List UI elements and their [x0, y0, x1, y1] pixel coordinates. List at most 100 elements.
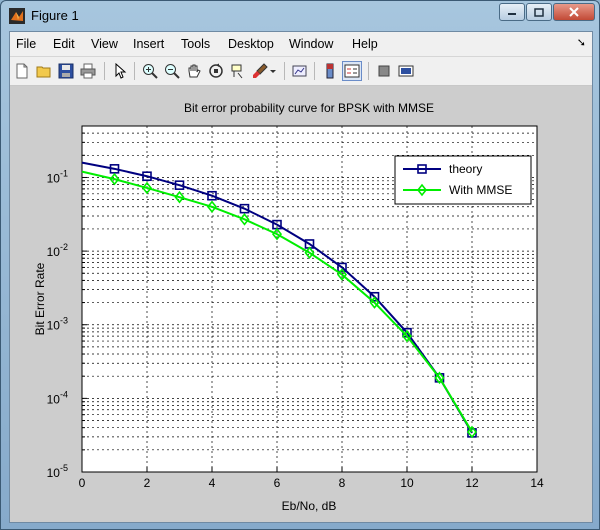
close-icon — [569, 7, 579, 17]
new-figure-icon — [16, 63, 28, 79]
maximize-icon — [534, 7, 544, 17]
menu-view[interactable]: View — [91, 37, 118, 51]
rotate-3d-button[interactable] — [206, 61, 226, 81]
pan-button[interactable] — [184, 61, 204, 81]
figure-client-area: File Edit View Insert Tools Desktop Wind… — [9, 31, 593, 523]
zoom-out-button[interactable] — [162, 61, 182, 81]
y-tick-label: 10-1 — [47, 168, 68, 185]
y-tick-label: 10-4 — [47, 389, 68, 406]
legend-marker — [416, 183, 428, 197]
x-tick-label: 8 — [339, 476, 346, 490]
menu-help[interactable]: Help — [352, 37, 378, 51]
y-tick-exponent: -1 — [60, 168, 68, 178]
minimize-button[interactable] — [499, 3, 525, 21]
legend[interactable]: theory With MMSE — [394, 155, 532, 205]
print-figure-icon — [80, 63, 96, 79]
title-bar[interactable]: Figure 1 — [1, 1, 599, 31]
menu-file[interactable]: File — [16, 37, 37, 51]
series-group — [81, 161, 478, 439]
data-point — [174, 190, 185, 204]
link-plot-button[interactable] — [290, 61, 310, 81]
edit-plot-button[interactable] — [110, 61, 130, 81]
data-point — [239, 203, 250, 214]
y-tick-exponent: -4 — [60, 389, 68, 399]
toolbar-separator — [368, 62, 369, 80]
y-tick-base: 10 — [47, 171, 61, 185]
brush-dropdown[interactable] — [268, 61, 278, 81]
data-point — [336, 268, 348, 281]
data-point — [434, 371, 445, 385]
x-tick-label: 10 — [400, 476, 414, 490]
x-tick-label: 4 — [209, 476, 216, 490]
data-point — [271, 227, 283, 241]
data-point — [206, 200, 218, 214]
edit-plot-icon — [115, 63, 127, 79]
menu-desktop[interactable]: Desktop — [228, 37, 274, 51]
menu-edit[interactable]: Edit — [53, 37, 75, 51]
data-point — [466, 425, 478, 439]
dock-arrow-icon[interactable]: ➘ — [576, 37, 586, 49]
data-point — [207, 190, 217, 201]
hide-plot-tools-button[interactable] — [374, 61, 394, 81]
grid-lines — [82, 126, 537, 472]
figure-canvas: Bit error probability curve for BPSK wit… — [10, 86, 592, 522]
data-cursor-icon — [231, 64, 243, 79]
show-plot-tools-icon — [398, 65, 414, 77]
close-button[interactable] — [553, 3, 595, 21]
data-point — [109, 172, 120, 186]
hide-plot-tools-icon — [378, 65, 390, 77]
open-file-icon — [36, 66, 51, 78]
legend-marker — [417, 164, 427, 174]
data-point — [141, 181, 153, 195]
legend-box — [394, 155, 532, 205]
toolbar-separator — [314, 62, 315, 80]
y-tick-base: 10 — [47, 319, 61, 333]
zoom-in-icon — [143, 64, 158, 79]
legend-label: With MMSE — [449, 183, 512, 197]
brush-button[interactable] — [250, 61, 270, 81]
brush-icon — [253, 63, 268, 78]
data-point — [401, 329, 413, 343]
x-tick-label: 6 — [274, 476, 281, 490]
pan-icon — [188, 64, 201, 78]
ber-chart: Bit error probability curve for BPSK wit… — [33, 101, 544, 513]
matlab-logo-icon — [9, 8, 25, 24]
y-tick-base: 10 — [47, 392, 61, 406]
toolbar-separator — [104, 62, 105, 80]
link-plot-icon — [292, 65, 307, 77]
new-figure-button[interactable] — [12, 61, 32, 81]
legend-label: theory — [449, 162, 482, 176]
menu-tools[interactable]: Tools — [181, 37, 211, 51]
maximize-button[interactable] — [526, 3, 552, 21]
legend-button[interactable] — [342, 61, 362, 81]
y-tick-exponent: -5 — [60, 463, 68, 473]
series-line-1 — [81, 170, 473, 433]
window-controls — [498, 3, 595, 21]
data-point — [174, 180, 185, 190]
x-tick-label: 0 — [79, 476, 86, 490]
chart-title: Bit error probability curve for BPSK wit… — [184, 101, 434, 115]
colorbar-icon — [326, 63, 334, 79]
data-point — [239, 213, 250, 226]
data-point — [369, 296, 380, 309]
zoom-in-button[interactable] — [140, 61, 160, 81]
menu-window[interactable]: Window — [289, 37, 334, 51]
x-tick-label: 12 — [465, 476, 479, 490]
y-axis-label: Bit Error Rate — [33, 262, 47, 335]
data-point — [142, 171, 152, 182]
y-axis-ticks: 10-110-210-310-410-5 — [47, 132, 87, 480]
toolbar-separator — [284, 62, 285, 80]
open-file-button[interactable] — [34, 61, 54, 81]
y-tick-exponent: -3 — [60, 316, 68, 326]
menu-insert[interactable]: Insert — [133, 37, 165, 51]
data-cursor-button[interactable] — [228, 61, 248, 81]
save-figure-button[interactable] — [56, 61, 76, 81]
chevron-down-icon — [270, 70, 276, 73]
minimize-icon — [508, 13, 516, 15]
data-point — [369, 291, 380, 302]
y-tick-exponent: -2 — [60, 242, 68, 252]
show-plot-tools-button[interactable] — [396, 61, 416, 81]
colorbar-button[interactable] — [320, 61, 340, 81]
print-figure-button[interactable] — [78, 61, 98, 81]
